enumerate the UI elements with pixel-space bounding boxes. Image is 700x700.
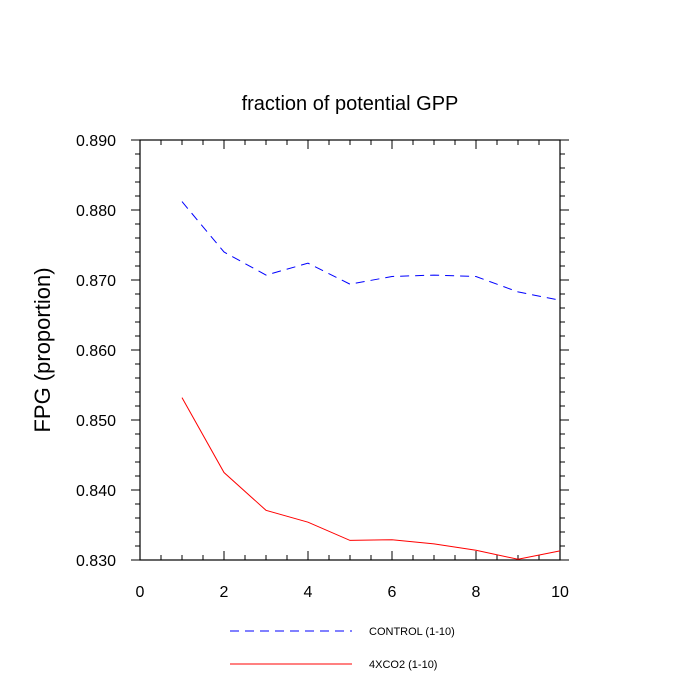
chart-title: fraction of potential GPP xyxy=(242,93,459,115)
plot-border xyxy=(139,139,561,561)
y-tick-label: 0.890 xyxy=(76,133,116,150)
y-tick-label: 0.840 xyxy=(76,483,116,500)
y-tick-label: 0.870 xyxy=(76,273,116,290)
series-layer xyxy=(181,201,561,560)
x-tick-label: 6 xyxy=(388,584,397,601)
y-tick-label: 0.850 xyxy=(76,413,116,430)
legend-label: 4XCO2 (1-10) xyxy=(369,659,437,671)
x-tick-label: 0 xyxy=(136,584,145,601)
legend-label: CONTROL (1-10) xyxy=(369,626,455,638)
x-tick-label: 10 xyxy=(551,584,569,601)
y-tick-label: 0.830 xyxy=(76,553,116,570)
plot-frame xyxy=(139,139,561,561)
legend: CONTROL (1-10) 4XCO2 (1-10) xyxy=(230,626,455,671)
y-tick-label: 0.860 xyxy=(76,343,116,360)
series-line-control xyxy=(181,201,561,301)
x-tick-label: 4 xyxy=(304,584,313,601)
x-tick-label: 8 xyxy=(472,584,481,601)
axis-ticks: 0 2 4 6 8 10 0.830 0.840 0.850 0.860 0.870 0.880 0.8… xyxy=(76,133,569,601)
y-axis-label: FPG (proportion) xyxy=(30,267,55,432)
series-line-4xco2 xyxy=(181,397,561,560)
x-tick-label: 2 xyxy=(220,584,229,601)
y-tick-label: 0.880 xyxy=(76,203,116,220)
